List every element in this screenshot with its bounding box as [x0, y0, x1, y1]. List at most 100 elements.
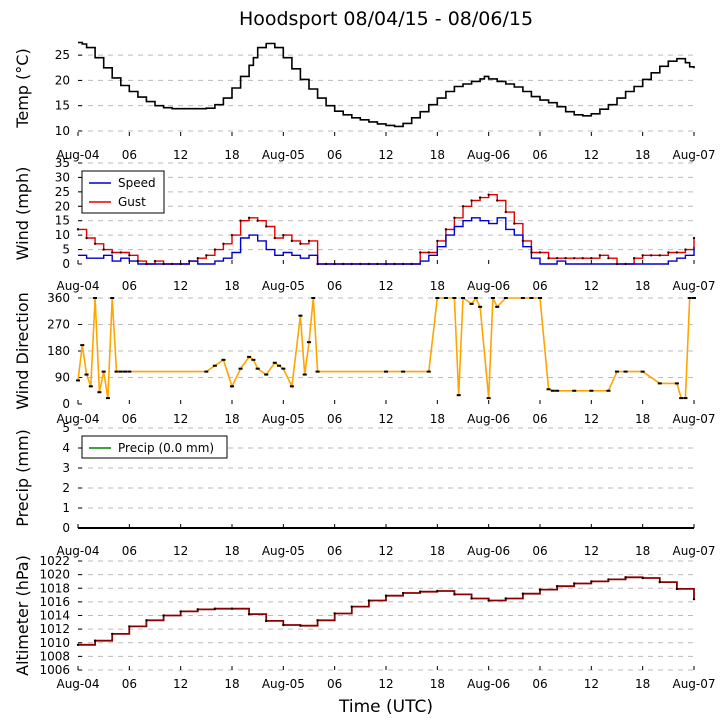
x-tick-label: 18	[224, 148, 239, 162]
altimeter-point	[504, 597, 507, 600]
x-tick-label: 06	[327, 412, 342, 426]
x-tick-label: 06	[122, 279, 137, 293]
direction-point	[529, 297, 534, 299]
gust-point	[111, 251, 114, 254]
altimeter-point	[282, 623, 285, 627]
gust-point	[102, 248, 105, 251]
gust-point	[367, 262, 371, 266]
gust-point	[658, 254, 661, 257]
gust-point	[188, 259, 191, 263]
y-tick-label: 1	[62, 501, 70, 515]
altimeter-point	[76, 643, 80, 646]
gust-point	[359, 262, 362, 266]
x-tick-label: 18	[224, 677, 239, 691]
direction-point	[204, 370, 209, 373]
gust-point	[624, 262, 627, 266]
direction-point	[384, 370, 388, 373]
altimeter-point	[299, 624, 302, 627]
gust-point	[256, 219, 259, 222]
panel-temperature: 10 15 20 25 Temp (°C) Aug-04 06 12 18 Aug-05 06 12 1…	[13, 41, 716, 162]
x-tick-label: 18	[635, 148, 650, 162]
direction-point	[264, 373, 269, 376]
x-tick-label: Aug-07	[672, 677, 715, 691]
altimeter-point	[521, 592, 525, 595]
direction-point	[520, 297, 525, 299]
direction-point	[221, 358, 226, 361]
direction-point	[238, 367, 243, 370]
altimeter-point	[265, 619, 268, 623]
altimeter-point	[179, 610, 182, 613]
gust-point	[299, 242, 302, 245]
gust-point	[85, 236, 88, 240]
y-tick-label: 4	[62, 441, 70, 455]
direction-point	[298, 314, 303, 317]
gust-point	[290, 239, 294, 243]
direction-point	[80, 344, 85, 347]
direction-point	[114, 370, 119, 373]
altimeter-point	[213, 607, 217, 610]
x-tick-label: 12	[378, 544, 393, 558]
direction-point	[118, 370, 123, 373]
direction-point	[550, 389, 555, 392]
y-tick-label: 1014	[39, 609, 70, 623]
gust-point	[273, 236, 276, 240]
x-tick-label: 18	[430, 412, 445, 426]
gust-point	[427, 251, 430, 254]
x-tick-label: 12	[173, 148, 188, 162]
direction-point	[538, 297, 542, 299]
x-tick-label: Aug-07	[672, 544, 715, 558]
y-axis-label: Wind Direction	[13, 292, 32, 410]
gust-point	[444, 228, 448, 231]
gust-point	[684, 248, 687, 251]
altimeter-point	[692, 597, 696, 601]
y-axis-label: Altimeter (hPa)	[13, 555, 32, 676]
y-tick-label: 1016	[39, 595, 70, 609]
altimeter-point	[573, 582, 576, 585]
gust-point	[573, 257, 576, 260]
x-tick-label: Aug-04	[56, 412, 99, 426]
direction-point	[623, 370, 628, 373]
gust-point	[513, 222, 516, 225]
direction-point	[478, 305, 483, 308]
gust-point	[230, 233, 234, 237]
x-tick-label: Aug-06	[467, 544, 510, 558]
x-tick-label: 18	[635, 279, 650, 293]
y-tick-label: 15	[55, 99, 70, 113]
direction-point	[426, 370, 431, 373]
y-tick-label: 15	[55, 214, 70, 228]
y-axis-label: Precip (mm)	[13, 429, 32, 527]
direction-point	[127, 370, 132, 373]
x-tick-label: Aug-06	[467, 677, 510, 691]
x-tick-label: 06	[122, 544, 137, 558]
series-line-gust	[78, 194, 695, 265]
gust-point	[128, 254, 131, 257]
altimeter-point	[538, 588, 542, 591]
gust-point	[136, 259, 140, 263]
x-tick-label: 12	[378, 279, 393, 293]
legend-label: Precip (0.0 mm)	[118, 441, 214, 455]
x-tick-label: 18	[224, 279, 239, 293]
y-tick-label: 0	[62, 521, 70, 535]
direction-point	[110, 297, 115, 299]
direction-point	[679, 397, 684, 400]
x-tick-label: 12	[584, 677, 599, 691]
gust-point	[419, 251, 422, 254]
direction-point	[123, 370, 128, 373]
direction-point	[311, 297, 316, 299]
gust-point	[401, 262, 405, 266]
y-tick-label: 10	[55, 228, 70, 242]
series-line-speed	[78, 217, 695, 265]
series-line-direction	[77, 296, 694, 399]
y-tick-label: 1006	[39, 663, 70, 677]
legend-label: Gust	[118, 195, 146, 209]
y-tick-label: 5	[62, 421, 70, 435]
direction-point	[443, 297, 448, 299]
direction-point	[572, 389, 577, 392]
x-tick-label: 06	[122, 412, 137, 426]
gust-point	[470, 199, 473, 202]
gust-point	[265, 225, 268, 228]
gust-point	[615, 262, 619, 266]
gust-point	[282, 233, 285, 237]
direction-point	[657, 382, 662, 385]
